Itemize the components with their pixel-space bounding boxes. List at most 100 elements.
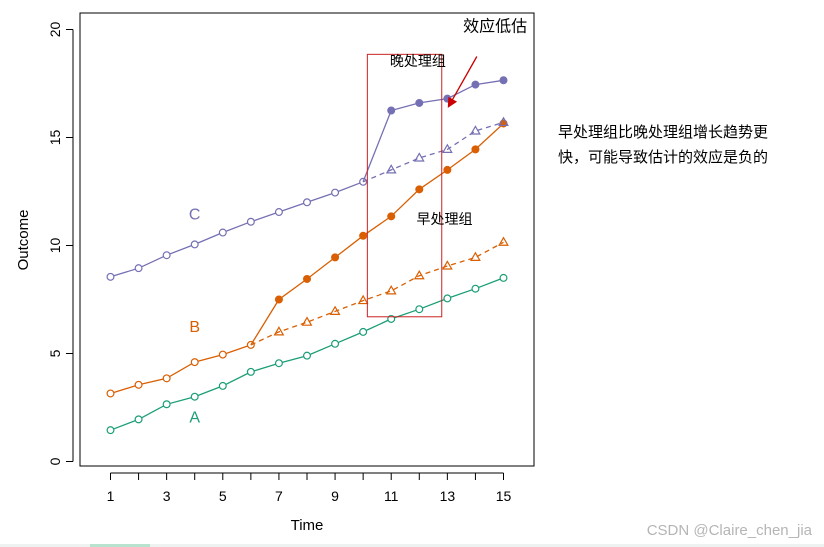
data-point [415,305,424,314]
data-point [359,327,368,336]
x-tick-label: 1 [107,488,115,504]
data-point [190,392,199,401]
series-tag-b: B [189,319,200,336]
data-point [218,350,227,359]
data-point [162,374,171,383]
data-point [162,400,171,409]
data-point [106,389,115,398]
data-point [273,326,285,336]
data-point [106,272,115,281]
series-tag-c: C [189,207,201,224]
data-point [301,316,313,326]
bottom-strip-accent [90,544,150,547]
x-tick-label: 11 [384,488,399,504]
data-point [387,106,396,115]
side-note-line-1: 早处理组比晚处理组增长趋势更 [558,123,769,141]
data-point [190,240,199,249]
highlight-box [366,53,443,318]
data-point [303,351,312,360]
x-tick-label: 7 [275,488,283,504]
data-point [413,152,425,162]
series-line [362,121,504,183]
data-point [329,305,341,315]
plot-frame [79,12,535,467]
data-point [218,381,227,390]
side-note: 早处理组比晚处理组增长趋势更 快，可能导致估计的效应是负的 [558,120,820,170]
data-point [246,367,255,376]
y-tick-label: 10 [47,238,63,254]
data-point [106,426,115,435]
data-point [385,285,397,295]
series-tag-layer: A B C [189,207,201,427]
series-b [106,340,255,398]
y-axis-label: Outcome [15,210,32,271]
data-point [387,212,396,221]
arrow-icon [447,56,478,108]
data-point [443,94,452,103]
x-axis: 1 3 5 7 9 11 13 15 [107,472,512,504]
annotation: 效应低估 [463,17,527,36]
data-point [498,116,509,126]
annotation: 晚处理组 [390,54,446,70]
x-tick-label: 3 [163,488,171,504]
series-line [250,123,504,346]
bottom-strip [0,544,824,547]
series-tag-a: A [189,410,200,427]
series-layer [106,76,509,435]
data-point [385,164,397,174]
series-line [362,79,504,183]
data-point [218,228,227,237]
data-point [470,125,481,135]
series-b-treated [250,119,508,346]
data-point [415,98,424,107]
y-axis: 0 5 10 15 20 [47,22,74,465]
data-point [331,188,340,197]
series-line [250,241,504,346]
data-point [246,217,255,226]
data-point [303,274,311,283]
data-point [274,359,283,368]
x-axis-label: Time [291,517,324,534]
data-point [331,339,340,348]
data-point [499,76,508,85]
y-tick-label: 20 [47,22,63,38]
data-point [441,260,453,270]
x-tick-label: 15 [496,488,512,504]
x-tick-label: 13 [440,488,456,504]
series-b-counterfactual [250,236,509,346]
y-tick-label: 0 [47,457,63,465]
x-tick-label: 9 [331,488,339,504]
data-point [303,198,312,207]
data-point [134,264,143,273]
y-tick-label: 15 [47,130,63,146]
annotation: 早处理组 [417,212,473,228]
data-point [415,185,424,194]
data-point [413,269,425,280]
data-point [499,273,508,282]
data-point [471,284,480,293]
y-tick-label: 5 [47,349,63,357]
side-note-line-2: 快，可能导致估计的效应是负的 [558,148,769,166]
data-point [134,415,143,424]
data-point [443,165,452,174]
series-line [110,181,364,278]
series-c-counterfactual [362,116,509,183]
data-point [190,358,199,367]
series-a [106,273,508,435]
data-point [441,143,453,153]
data-point [274,208,283,217]
data-point [470,251,481,261]
data-point [471,80,480,89]
data-point [471,145,480,154]
series-line [110,344,252,395]
series-c-treated [362,76,508,183]
data-point [443,294,452,303]
data-point [274,295,283,304]
data-point [134,380,143,389]
data-point [498,236,509,246]
watermark: CSDN @Claire_chen_jia [646,522,812,539]
data-point [162,251,171,260]
x-tick-label: 5 [219,488,227,504]
data-point [357,294,369,305]
